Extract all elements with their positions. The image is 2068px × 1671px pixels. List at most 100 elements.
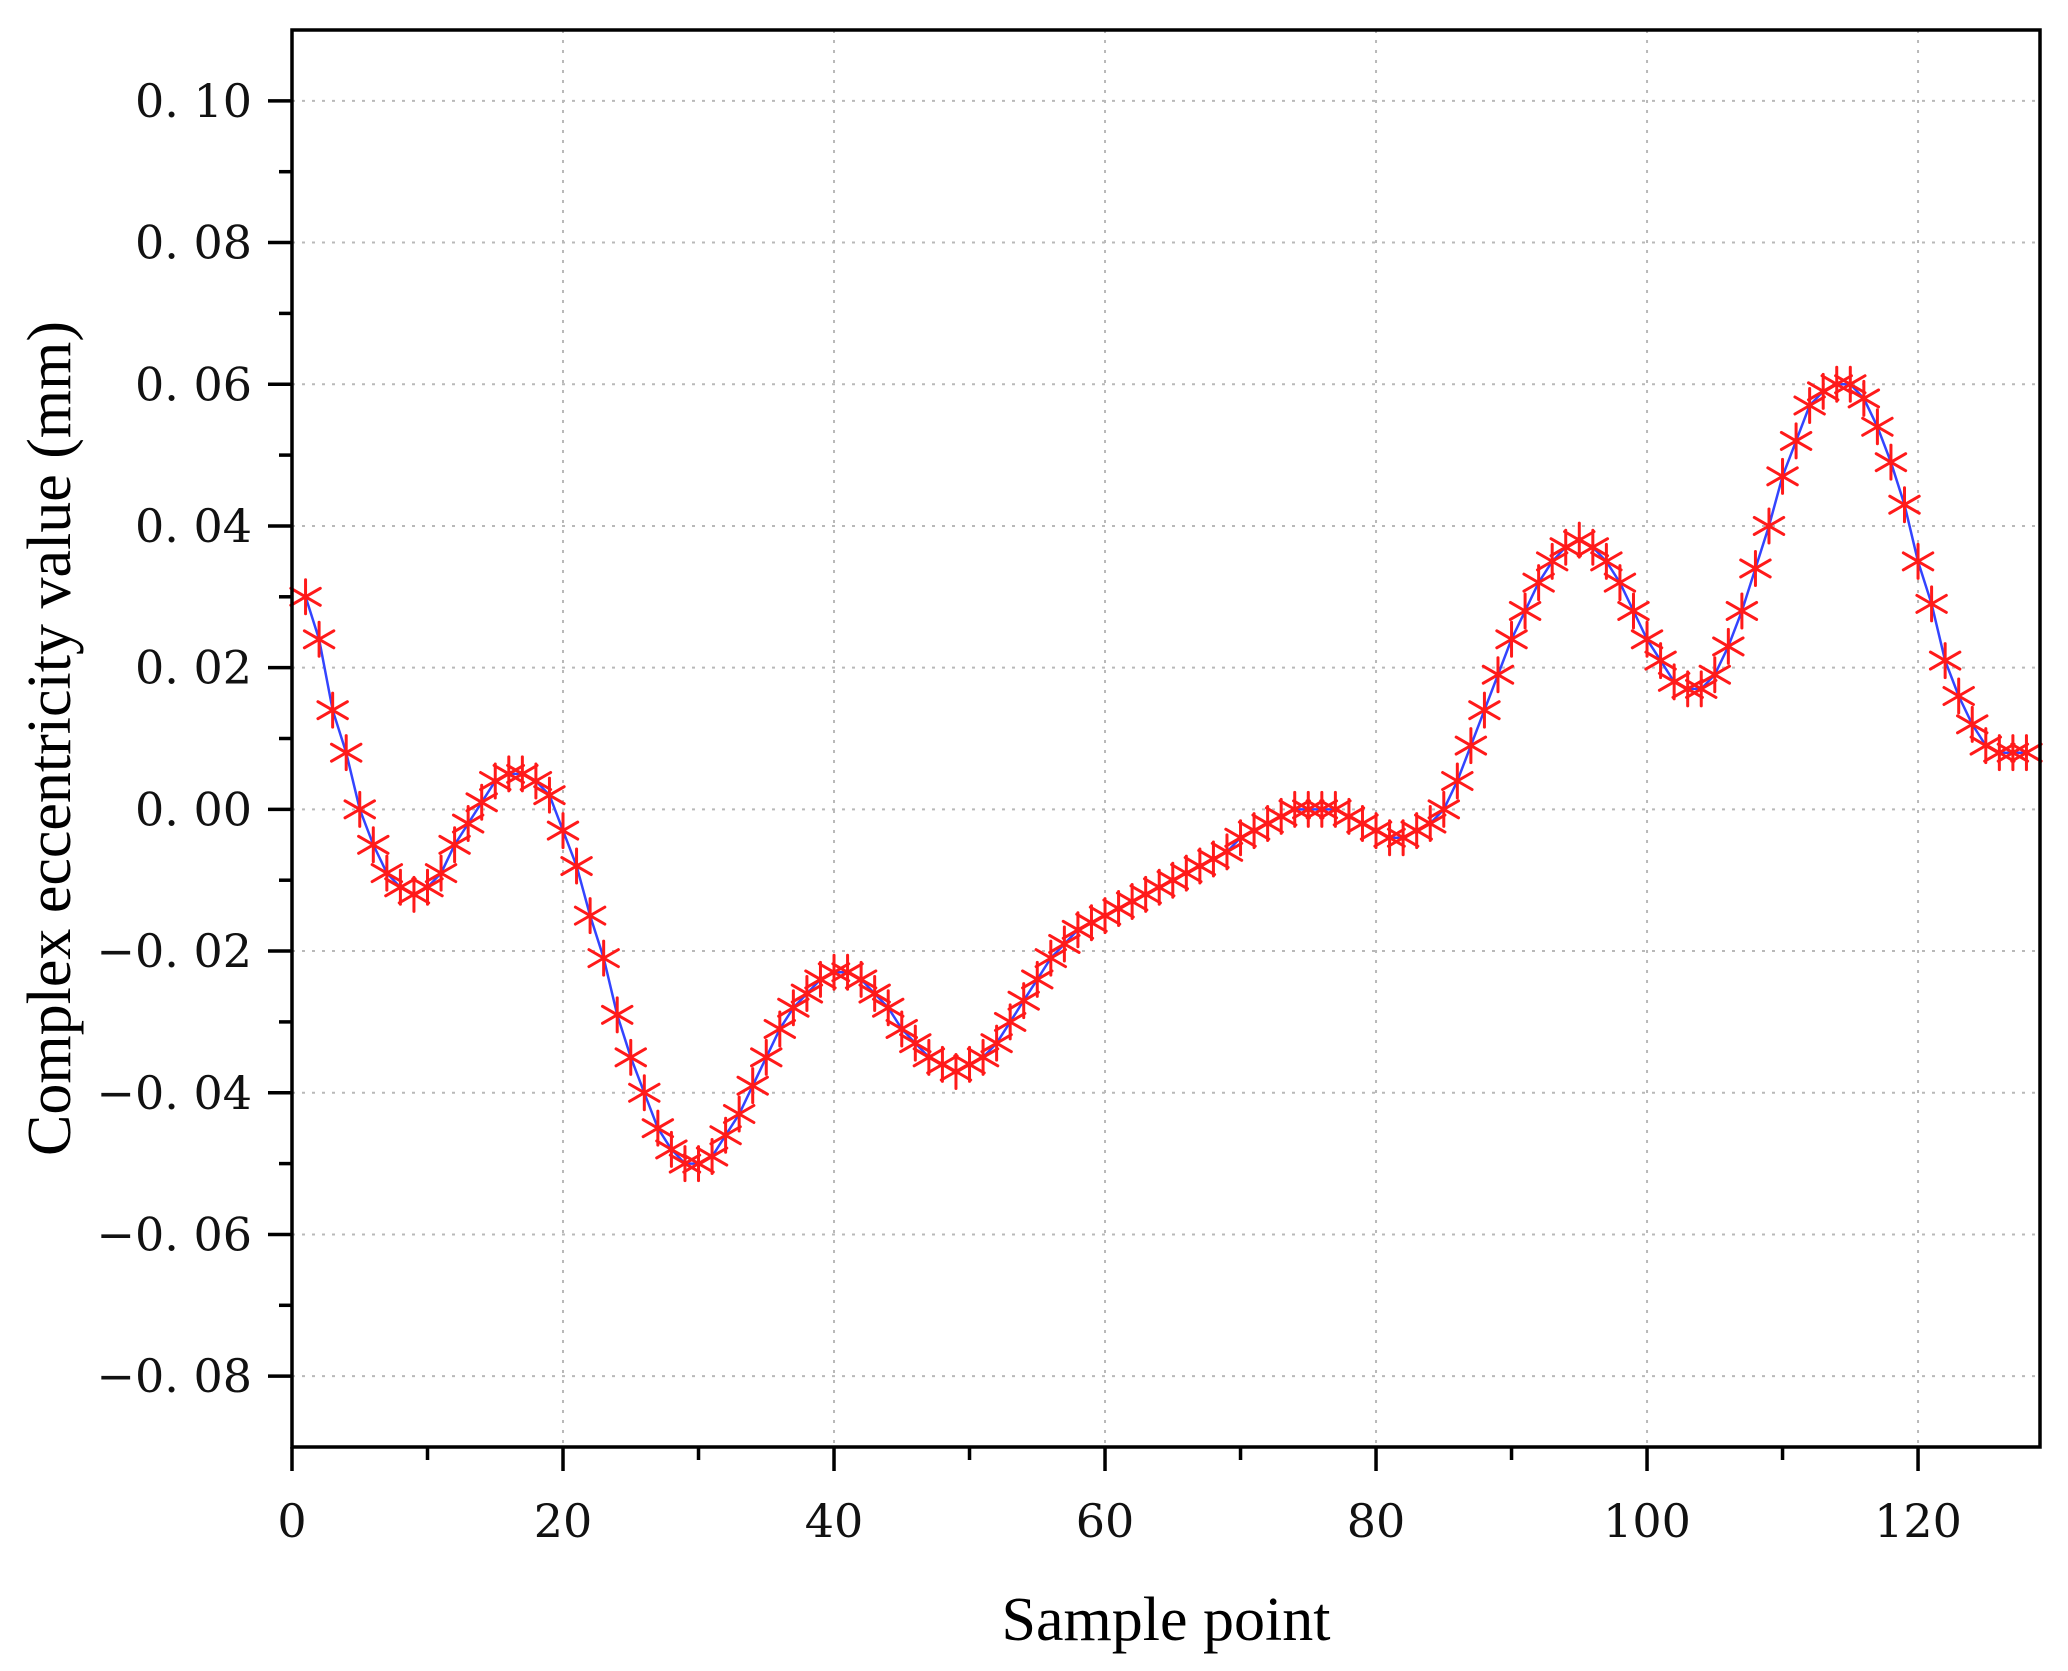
x-tick-label: 60 — [1076, 1494, 1135, 1548]
data-point — [343, 790, 376, 828]
data-point — [817, 953, 851, 991]
y-axis-title: Complex eccentricity value (mm) — [16, 321, 84, 1156]
data-point — [1441, 762, 1474, 800]
data-point — [1414, 805, 1447, 843]
axis-ticks — [268, 99, 1920, 1471]
data-point — [668, 1145, 702, 1183]
data-point — [844, 960, 878, 998]
data-point — [1508, 592, 1542, 630]
data-point — [1427, 790, 1461, 828]
data-point — [1210, 833, 1244, 871]
data-point — [1590, 542, 1623, 580]
data-point — [1861, 408, 1894, 446]
data-point — [560, 847, 593, 885]
y-tick-label: 0. 02 — [135, 641, 252, 695]
marker-layer — [289, 365, 2043, 1183]
data-point — [1685, 670, 1718, 708]
data-point — [1739, 549, 1772, 587]
data-point — [1901, 542, 1935, 580]
data-point — [1576, 528, 1610, 566]
y-tick-label: −0. 04 — [96, 1066, 252, 1120]
x-tick-label: 0 — [277, 1494, 306, 1548]
data-point — [1603, 564, 1637, 602]
data-point — [1454, 727, 1488, 765]
data-point — [1617, 592, 1650, 630]
data-point — [871, 989, 905, 1027]
data-point — [289, 578, 322, 616]
y-tick-label: 0. 06 — [135, 357, 252, 411]
y-tick-label: −0. 06 — [96, 1207, 252, 1261]
data-point — [1048, 925, 1081, 963]
x-tick-label: 80 — [1347, 1494, 1406, 1548]
data-point — [1956, 705, 1989, 743]
data-point — [763, 1010, 797, 1048]
y-tick-label: 0. 08 — [135, 216, 252, 270]
data-point — [1712, 627, 1745, 665]
data-point — [736, 1067, 769, 1105]
data-point — [1874, 443, 1908, 481]
data-point — [1671, 670, 1704, 708]
data-point — [858, 975, 891, 1013]
y-tick-label: −0. 02 — [96, 924, 252, 978]
data-point — [465, 783, 498, 821]
data-point — [1888, 486, 1921, 524]
x-axis-title: Sample point — [1002, 1586, 1331, 1654]
data-point — [1847, 379, 1881, 417]
data-point — [1305, 790, 1339, 828]
x-tick-label: 40 — [805, 1494, 864, 1548]
data-point — [1373, 819, 1406, 857]
data-point — [966, 1038, 1000, 1076]
data-point — [1535, 542, 1569, 580]
data-point — [1983, 734, 2016, 772]
data-point — [316, 691, 349, 729]
data-point — [885, 1010, 918, 1048]
y-tick-label: 0. 04 — [135, 499, 252, 553]
x-tick-label: 120 — [1874, 1494, 1962, 1548]
data-point — [790, 975, 824, 1013]
data-point — [1793, 387, 1826, 425]
data-point — [695, 1138, 729, 1176]
data-point — [329, 734, 363, 772]
series-layer — [289, 365, 2043, 1183]
data-point — [1996, 734, 2030, 772]
data-point — [777, 989, 810, 1027]
grid-lines — [292, 30, 2040, 1447]
data-point — [587, 939, 620, 977]
data-point — [1007, 982, 1040, 1020]
x-tick-labels: 0 20 40 60 80 100 120 — [277, 1494, 1962, 1548]
data-point — [1766, 457, 1799, 495]
data-point — [993, 1003, 1027, 1041]
data-point — [302, 620, 336, 658]
data-point — [451, 805, 485, 843]
x-tick-label: 100 — [1603, 1494, 1691, 1548]
data-point — [424, 854, 458, 892]
data-point — [1834, 365, 1867, 403]
data-point — [1928, 642, 1962, 680]
data-point — [1779, 422, 1813, 460]
data-point — [1468, 691, 1501, 729]
data-point — [1278, 790, 1311, 828]
data-point — [655, 1130, 688, 1168]
data-point — [750, 1038, 783, 1076]
data-point — [1820, 365, 1853, 403]
data-point — [370, 854, 404, 892]
data-point — [722, 1095, 756, 1133]
data-point — [2010, 734, 2043, 772]
data-point — [519, 762, 553, 800]
y-tick-label: 0. 00 — [135, 782, 252, 836]
data-point — [1942, 677, 1975, 715]
data-point — [492, 755, 526, 793]
data-point — [1630, 620, 1664, 658]
data-point — [980, 1024, 1013, 1062]
data-point — [1698, 656, 1732, 694]
data-point — [1915, 585, 1948, 623]
x-tick-label: 20 — [534, 1494, 593, 1548]
y-tick-label: 0. 10 — [135, 74, 252, 128]
data-point — [709, 1116, 742, 1154]
data-point — [573, 897, 607, 935]
data-point — [1034, 939, 1068, 977]
data-point — [1644, 642, 1677, 680]
data-point — [546, 812, 580, 850]
y-tick-labels: −0. 08 −0. 06 −0. 04 −0. 02 0. 00 0. 02 0. 04 0… — [96, 74, 252, 1403]
